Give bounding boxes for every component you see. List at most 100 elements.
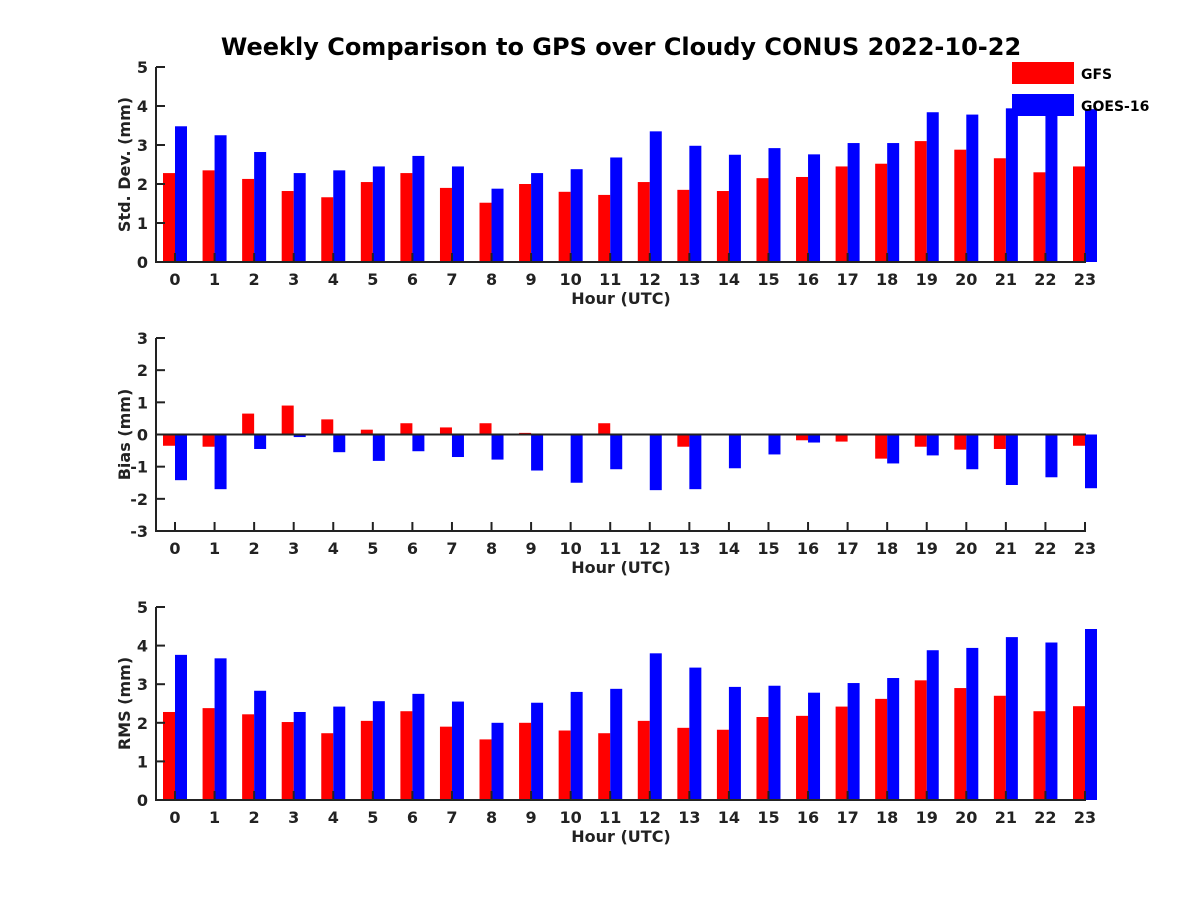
bar-goes-16-18: [887, 434, 900, 464]
bar-gfs-19: [914, 141, 927, 262]
x-tick-label: 10: [560, 808, 582, 827]
bar-goes-16-3: [293, 434, 306, 438]
legend: GFS GOES-16: [1012, 62, 1149, 116]
bar-gfs-13: [677, 727, 690, 800]
bar-goes-16-12: [649, 434, 662, 491]
bar-gfs-1: [202, 434, 215, 447]
bar-goes-16-14: [728, 154, 741, 262]
bar-gfs-23: [1073, 434, 1085, 446]
bar-goes-16-23: [1085, 629, 1097, 800]
x-tick-label: 8: [486, 808, 497, 827]
x-tick-label: 12: [639, 808, 661, 827]
y-tick-label: 4: [137, 97, 148, 116]
x-tick-label: 11: [599, 539, 621, 558]
x-tick-label: 14: [718, 270, 740, 289]
bar-goes-16-5: [372, 166, 385, 262]
bar-gfs-15: [756, 717, 769, 800]
bar-goes-16-16: [808, 434, 821, 443]
bar-goes-16-18: [887, 143, 900, 262]
x-tick-label: 10: [560, 270, 582, 289]
bar-gfs-15: [756, 178, 769, 262]
bar-gfs-20: [954, 149, 967, 262]
bar-gfs-4: [321, 733, 334, 800]
bar-gfs-22: [1033, 172, 1046, 262]
bar-goes-16-13: [689, 145, 702, 262]
x-tick-label: 20: [955, 808, 977, 827]
bar-goes-16-20: [966, 647, 979, 800]
x-tick-label: 12: [639, 539, 661, 558]
bar-gfs-23: [1073, 166, 1085, 262]
bar-gfs-11: [598, 733, 611, 800]
bar-gfs-1: [202, 170, 215, 262]
bar-gfs-5: [360, 720, 373, 800]
x-tick-label: 4: [328, 270, 339, 289]
x-tick-label: 19: [916, 270, 938, 289]
x-tick-label: 7: [446, 539, 457, 558]
bar-gfs-7: [439, 427, 452, 435]
bar-gfs-10: [558, 730, 571, 800]
x-tick-label: 1: [209, 539, 220, 558]
x-tick-label: 5: [367, 539, 378, 558]
bar-goes-16-6: [412, 155, 425, 262]
bar-goes-16-12: [649, 653, 662, 800]
bar-gfs-14: [716, 729, 729, 800]
bar-goes-16-7: [451, 166, 464, 262]
y-tick-label: 3: [137, 136, 148, 155]
bar-gfs-23: [1073, 706, 1085, 800]
bar-goes-16-12: [649, 131, 662, 262]
bar-goes-16-11: [610, 157, 623, 262]
x-tick-label: 3: [288, 270, 299, 289]
y-tick-label: 0: [137, 253, 148, 272]
y-tick-label: 0: [137, 791, 148, 810]
x-tick-label: 3: [288, 539, 299, 558]
bar-goes-16-13: [689, 434, 702, 490]
bar-gfs-6: [400, 423, 413, 435]
bar-goes-16-8: [491, 722, 504, 800]
bar-goes-16-0: [175, 654, 187, 800]
bar-goes-16-0: [175, 126, 187, 262]
bar-goes-16-23: [1085, 434, 1097, 489]
x-tick-label: 21: [995, 270, 1017, 289]
bar-gfs-8: [479, 739, 492, 800]
x-axis-label: Hour (UTC): [571, 827, 671, 846]
bar-gfs-10: [558, 191, 571, 262]
y-tick-label: 1: [137, 214, 148, 233]
bar-goes-16-14: [728, 434, 741, 469]
bar-gfs-4: [321, 197, 334, 262]
x-tick-label: 15: [757, 270, 779, 289]
bar-goes-16-9: [531, 434, 544, 471]
bar-goes-16-6: [412, 693, 425, 800]
y-axis-label: RMS (mm): [115, 657, 134, 750]
x-tick-label: 12: [639, 270, 661, 289]
y-tick-label: 0: [137, 426, 148, 445]
bar-goes-16-19: [926, 434, 939, 456]
bar-goes-16-23: [1085, 109, 1097, 263]
y-tick-label: -3: [130, 522, 148, 541]
bar-goes-16-11: [610, 434, 623, 470]
legend-label-goes16: GOES-16: [1081, 99, 1149, 115]
x-tick-label: 20: [955, 539, 977, 558]
bar-goes-16-19: [926, 112, 939, 263]
bar-goes-16-4: [333, 434, 346, 453]
x-tick-label: 23: [1074, 270, 1096, 289]
bar-goes-16-4: [333, 706, 346, 800]
bar-goes-16-2: [254, 434, 267, 449]
bar-gfs-4: [321, 419, 334, 435]
bar-goes-16-22: [1045, 434, 1058, 478]
x-tick-label: 0: [169, 539, 180, 558]
bar-goes-16-18: [887, 678, 900, 800]
x-tick-label: 4: [328, 808, 339, 827]
bar-goes-16-10: [570, 434, 583, 483]
x-tick-label: 21: [995, 539, 1017, 558]
bar-gfs-8: [479, 202, 492, 262]
bar-gfs-13: [677, 189, 690, 262]
bar-gfs-7: [439, 726, 452, 800]
x-tick-label: 5: [367, 808, 378, 827]
bar-goes-16-10: [570, 169, 583, 262]
y-axis-label: Bias (mm): [115, 389, 134, 481]
bar-gfs-1: [202, 708, 215, 800]
x-tick-label: 6: [407, 270, 418, 289]
x-tick-label: 2: [249, 270, 260, 289]
